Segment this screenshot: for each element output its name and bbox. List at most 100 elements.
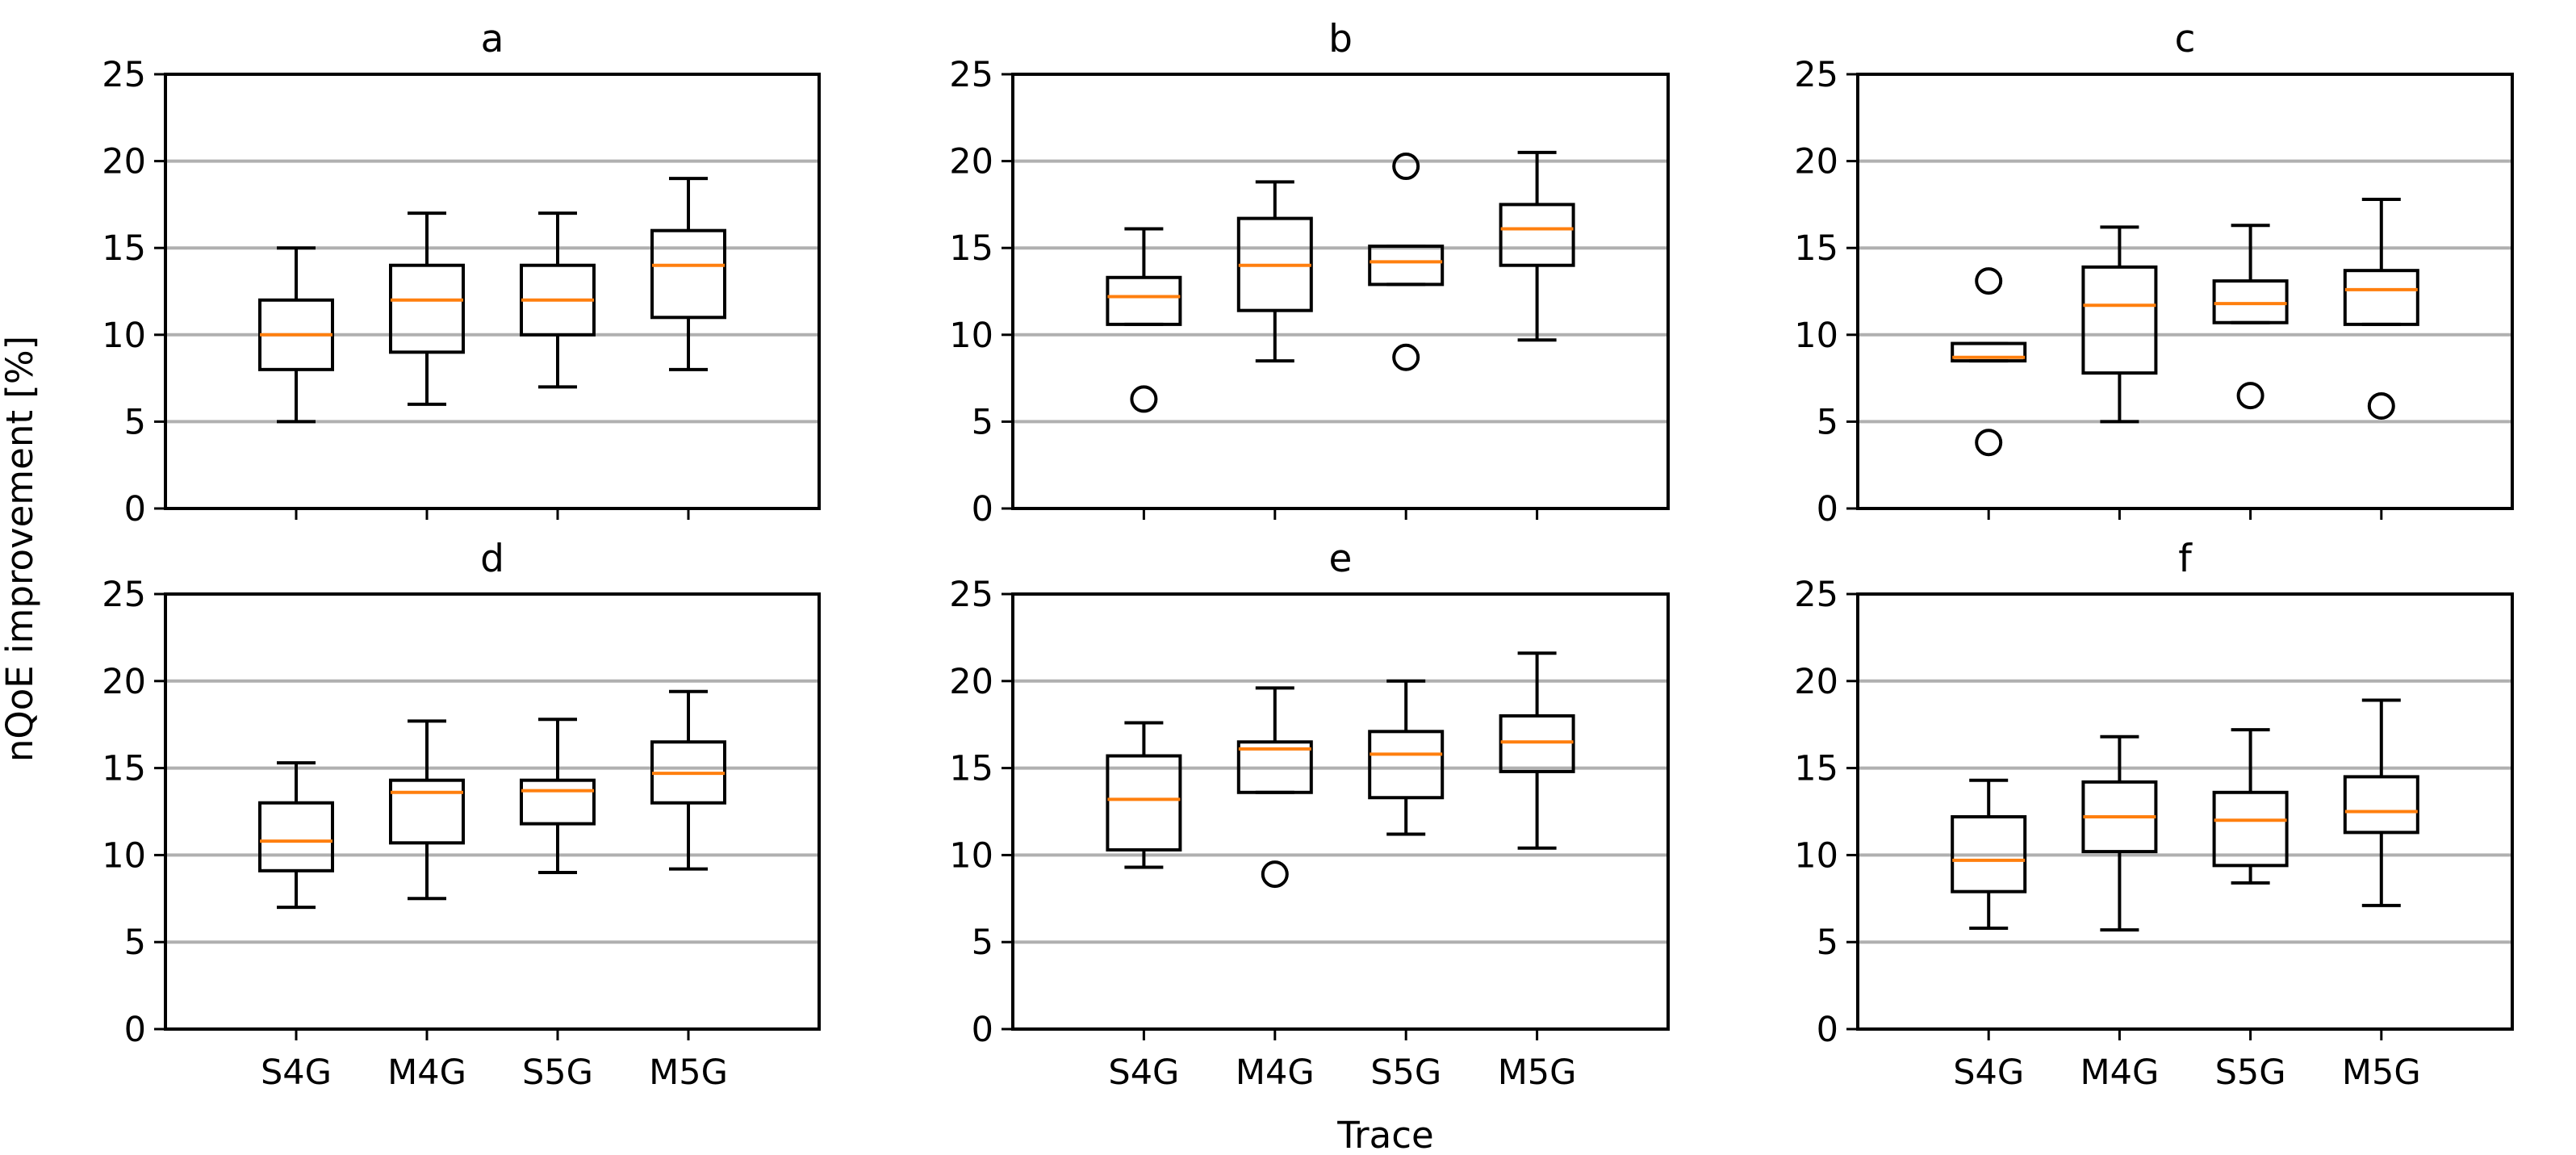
box-S4G bbox=[258, 246, 334, 424]
x-tick-label: S4G bbox=[261, 1052, 332, 1093]
axes-frame bbox=[164, 592, 821, 1031]
panel-f: 0 5 10 15 20 25 S4G M4G S5G M5G f bbox=[1794, 537, 2514, 1093]
panel-d: 0 5 10 15 20 25 S4G M4G S5G M5G d bbox=[102, 537, 821, 1093]
box-M4G bbox=[389, 719, 465, 901]
box-S5G bbox=[520, 211, 596, 389]
x-tick-label: M5G bbox=[649, 1052, 728, 1093]
iqr-box bbox=[1106, 275, 1182, 326]
y-tick-label: 0 bbox=[972, 489, 993, 529]
x-tick-label: M5G bbox=[1498, 1052, 1577, 1093]
axes-frame bbox=[1011, 592, 1670, 1031]
x-tick-label: S4G bbox=[1953, 1052, 2024, 1093]
box-M5G bbox=[1499, 150, 1575, 342]
x-tick-label: M4G bbox=[2080, 1052, 2160, 1093]
box-S5G bbox=[1368, 679, 1445, 836]
y-tick-label: 10 bbox=[102, 316, 146, 356]
panel-a: 0 5 10 15 20 25 a bbox=[102, 17, 821, 529]
box-S5G bbox=[520, 718, 596, 874]
y-tick-label: 15 bbox=[949, 228, 993, 269]
panel-title: e bbox=[1329, 537, 1353, 581]
box-S4G bbox=[1951, 267, 2027, 457]
panel-b: 0 5 10 15 20 25 b bbox=[949, 17, 1670, 529]
x-tick-label: M4G bbox=[1236, 1052, 1315, 1093]
box-S5G bbox=[1368, 153, 1445, 371]
y-tick-label: 20 bbox=[1794, 662, 1838, 702]
iqr-box bbox=[2212, 790, 2289, 868]
box-M4G bbox=[1236, 180, 1313, 363]
box-M4G bbox=[389, 211, 465, 406]
x-tick-label: M4G bbox=[387, 1052, 466, 1093]
panel-title: f bbox=[2178, 537, 2193, 581]
y-tick-label: 15 bbox=[102, 228, 146, 269]
box-M4G bbox=[2081, 225, 2158, 424]
outlier-point bbox=[2236, 382, 2264, 410]
iqr-box bbox=[389, 263, 465, 354]
iqr-box bbox=[258, 801, 334, 873]
y-tick-label: 25 bbox=[1794, 55, 1838, 95]
axes-frame bbox=[1856, 592, 2514, 1031]
y-tick-label: 0 bbox=[124, 1010, 146, 1050]
y-tick-label: 5 bbox=[124, 402, 146, 442]
panel-title: d bbox=[480, 537, 504, 581]
y-tick-label: 25 bbox=[102, 575, 146, 615]
outlier-point bbox=[1975, 267, 2003, 295]
x-tick-label: S5G bbox=[2215, 1052, 2286, 1093]
y-tick-label: 10 bbox=[1794, 316, 1838, 356]
y-tick-label: 20 bbox=[102, 662, 146, 702]
y-tick-label: 20 bbox=[1794, 142, 1838, 182]
outlier-point bbox=[1130, 385, 1158, 413]
y-tick-label: 15 bbox=[949, 749, 993, 789]
y-axis-label: nQoE improvement [%] bbox=[0, 336, 41, 762]
y-tick-label: 0 bbox=[1817, 1010, 1838, 1050]
y-tick-label: 25 bbox=[102, 55, 146, 95]
box-S4G bbox=[1106, 227, 1182, 413]
y-tick-label: 15 bbox=[1794, 228, 1838, 269]
iqr-box bbox=[2343, 775, 2419, 835]
y-tick-label: 25 bbox=[1794, 575, 1838, 615]
box-M5G bbox=[650, 689, 726, 871]
box-S4G bbox=[1951, 778, 2027, 930]
y-tick-label: 0 bbox=[1817, 489, 1838, 529]
y-tick-label: 5 bbox=[1817, 923, 1838, 963]
panel-title: b bbox=[1328, 17, 1353, 61]
box-S5G bbox=[2212, 224, 2289, 410]
iqr-box bbox=[1368, 245, 1445, 287]
outlier-point bbox=[1392, 343, 1420, 371]
y-tick-label: 5 bbox=[1817, 402, 1838, 442]
panel-c: 0 5 10 15 20 25 c bbox=[1794, 17, 2514, 529]
box-S5G bbox=[2212, 728, 2289, 885]
axes-frame bbox=[1856, 73, 2514, 510]
box-M5G bbox=[2343, 197, 2419, 421]
y-tick-label: 10 bbox=[1794, 835, 1838, 876]
iqr-box bbox=[1951, 341, 2027, 363]
x-tick-label: M5G bbox=[2342, 1052, 2421, 1093]
outlier-point bbox=[1261, 860, 1289, 889]
y-tick-label: 5 bbox=[972, 923, 993, 963]
y-tick-label: 20 bbox=[102, 142, 146, 182]
x-tick-label: S5G bbox=[522, 1052, 593, 1093]
axes-frame bbox=[1011, 73, 1670, 510]
y-tick-label: 5 bbox=[972, 402, 993, 442]
x-axis-label: Trace bbox=[1336, 1114, 1433, 1155]
box-M5G bbox=[1499, 651, 1575, 850]
iqr-box bbox=[389, 778, 465, 845]
y-tick-label: 20 bbox=[949, 142, 993, 182]
iqr-box bbox=[2081, 265, 2158, 375]
box-M4G bbox=[1236, 686, 1313, 889]
iqr-box bbox=[2343, 269, 2419, 326]
y-tick-label: 10 bbox=[949, 835, 993, 876]
box-M5G bbox=[2343, 698, 2419, 907]
y-tick-label: 25 bbox=[949, 55, 993, 95]
iqr-box bbox=[650, 228, 726, 320]
outlier-point bbox=[1975, 429, 2003, 457]
iqr-box bbox=[1951, 814, 2027, 893]
y-tick-label: 10 bbox=[102, 835, 146, 876]
box-S4G bbox=[258, 761, 334, 910]
iqr-box bbox=[520, 778, 596, 826]
y-tick-label: 20 bbox=[949, 662, 993, 702]
iqr-box bbox=[1236, 740, 1313, 794]
iqr-box bbox=[1368, 730, 1445, 800]
box-M5G bbox=[650, 177, 726, 371]
iqr-box bbox=[1499, 714, 1575, 773]
